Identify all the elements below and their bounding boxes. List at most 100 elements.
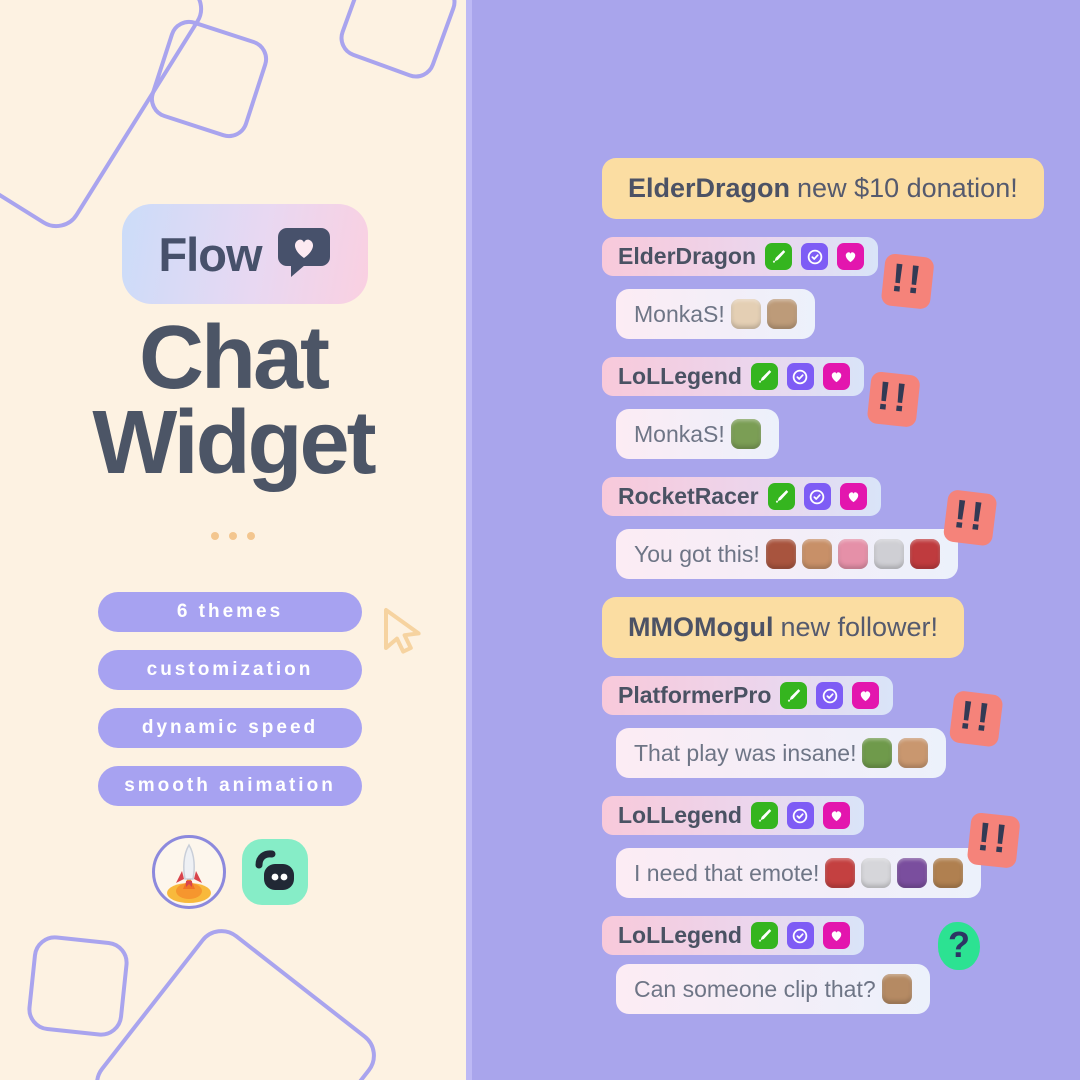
- decor-square: [25, 933, 131, 1039]
- dots-separator: [0, 532, 466, 540]
- moderator-sword-badge-icon: [767, 483, 795, 510]
- username: LoLLegend: [618, 922, 742, 948]
- frog-sunglasses-emote: [862, 738, 893, 768]
- message-header: PlatformerPro: [602, 676, 894, 715]
- decor-square: [333, 0, 463, 85]
- heart-sub-badge-icon: [822, 363, 850, 390]
- dot: [211, 532, 219, 540]
- logo-badge: Flow: [122, 204, 368, 304]
- chat-message: RocketRacer !! You got this!: [602, 477, 997, 579]
- username: LoLLegend: [618, 802, 742, 828]
- heart-sub-badge-icon: [822, 922, 850, 949]
- message-bubble: Can someone clip that?: [616, 964, 930, 1015]
- chat-demo-panel: ElderDragon new $10 donation! ElderDragon…: [466, 0, 1080, 1080]
- title-line-1: Chat: [139, 308, 330, 408]
- message-header: LoLLegend: [602, 796, 864, 835]
- verified-check-badge-icon: [801, 243, 829, 270]
- message-text: Can someone clip that?: [634, 975, 876, 1002]
- verified-check-badge-icon: [786, 363, 814, 390]
- moderator-sword-badge-icon: [780, 682, 808, 709]
- frog-hat-emote: [730, 419, 761, 449]
- message-bubble: MonkaS!: [616, 289, 815, 339]
- message-bubble: I need that emote!: [616, 848, 982, 898]
- chat-widget: ElderDragon new $10 donation! ElderDragon…: [602, 158, 1044, 1015]
- donation-banner: ElderDragon new $10 donation!: [602, 158, 1044, 219]
- heart-sub-badge-icon: [837, 243, 865, 270]
- chat-message: LoLLegend !! I need that emote!: [602, 796, 1021, 898]
- username: PlatformerPro: [618, 682, 772, 708]
- exclamation-sticker: !!: [966, 812, 1021, 869]
- banner-text: new follower!: [780, 612, 939, 642]
- banner-text: new $10 donation!: [797, 173, 1018, 203]
- exclamation-sticker: !!: [880, 253, 935, 310]
- chat-message: LoLLegend !! MonkaS!: [602, 357, 921, 459]
- cat-face-emote: [730, 299, 761, 329]
- face-emote: [898, 738, 929, 768]
- verified-check-badge-icon: [816, 682, 844, 709]
- boy-face-emote: [801, 539, 832, 569]
- logo-text: Flow: [158, 227, 262, 281]
- moderator-sword-badge-icon: [750, 363, 778, 390]
- dot: [247, 532, 255, 540]
- message-header: LoLLegend: [602, 357, 864, 396]
- monkey-face-emote: [881, 974, 912, 1005]
- streamlabs-icon: [242, 839, 308, 905]
- banner-username: MMOMogul: [628, 612, 774, 642]
- gray-face-emote: [873, 539, 904, 569]
- exclamation-sticker: !!: [866, 371, 921, 428]
- exclamation-sticker: !!: [942, 489, 997, 547]
- left-panel: Flow Chat Widget 6 themes customization …: [0, 0, 466, 1080]
- chat-message: ElderDragon !! MonkaS!: [602, 237, 935, 339]
- feature-pill-customization: customization: [98, 650, 362, 690]
- message-text: That play was insane!: [634, 739, 857, 766]
- message-bubble: You got this!: [616, 529, 958, 579]
- question-sticker: ?: [937, 922, 980, 971]
- heart-chat-bubble-icon: [276, 225, 332, 284]
- feature-pill-themes: 6 themes: [98, 592, 362, 632]
- exclamation-sticker: !!: [949, 690, 1004, 748]
- username: RocketRacer: [618, 483, 759, 509]
- figure-emote: [933, 858, 964, 888]
- feature-list: 6 themes customization dynamic speed smo…: [98, 592, 362, 806]
- moderator-sword-badge-icon: [750, 802, 778, 829]
- page-title: Chat Widget: [0, 308, 466, 493]
- gray-face-emote: [861, 858, 892, 888]
- moderator-sword-badge-icon: [765, 243, 793, 270]
- red-face-emote: [825, 858, 856, 888]
- rocket-streamelements-icon: [152, 835, 226, 909]
- chat-message: PlatformerPro !! That play was insane!: [602, 676, 1004, 778]
- message-text: You got this!: [634, 540, 760, 567]
- heart-sub-badge-icon: [852, 682, 880, 709]
- message-bubble: That play was insane!: [616, 728, 947, 778]
- message-text: MonkaS!: [634, 300, 725, 327]
- dot: [229, 532, 237, 540]
- decor-square: [84, 918, 387, 1080]
- pink-card-emote: [837, 539, 868, 569]
- title-line-2: Widget: [92, 392, 376, 493]
- cursor-arrow-icon: [376, 606, 430, 669]
- verified-check-badge-icon: [786, 922, 814, 949]
- red-figure-emote: [909, 539, 940, 569]
- message-bubble: MonkaS!: [616, 409, 779, 459]
- moderator-sword-badge-icon: [750, 922, 778, 949]
- monkey-face-emote: [766, 299, 797, 329]
- message-header: ElderDragon: [602, 237, 879, 276]
- platform-icons: [152, 835, 308, 909]
- feature-pill-smooth-animation: smooth animation: [98, 766, 362, 806]
- banner-username: ElderDragon: [628, 173, 791, 203]
- verified-check-badge-icon: [786, 802, 814, 829]
- message-text: I need that emote!: [634, 859, 820, 886]
- message-text: MonkaS!: [634, 420, 725, 447]
- heart-sub-badge-icon: [839, 483, 867, 510]
- verified-check-badge-icon: [803, 483, 831, 510]
- feature-pill-dynamic-speed: dynamic speed: [98, 708, 362, 748]
- chat-message: LoLLegend ? Can someone clip that?: [602, 916, 980, 1015]
- username: ElderDragon: [618, 243, 757, 269]
- purple-art-emote: [897, 858, 928, 888]
- heart-sub-badge-icon: [822, 802, 850, 829]
- follower-banner: MMOMogul new follower!: [602, 597, 965, 658]
- message-header: LoLLegend: [602, 916, 864, 955]
- username: LoLLegend: [618, 363, 742, 389]
- panel-divider: [466, 0, 472, 1080]
